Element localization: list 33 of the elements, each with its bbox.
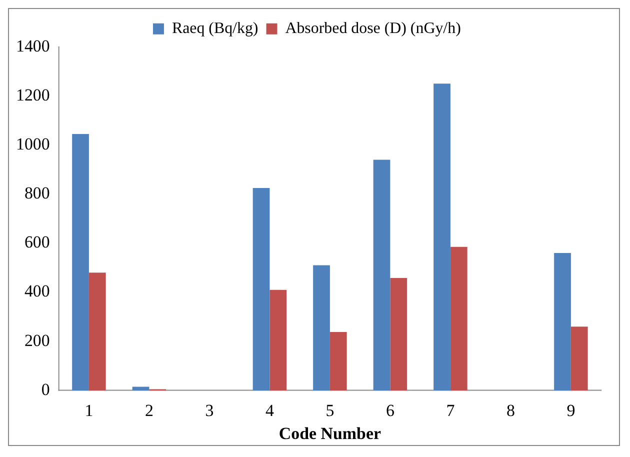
x-tick-label: 6 — [386, 401, 394, 420]
bar — [72, 134, 89, 390]
y-tick-label: 200 — [24, 330, 50, 350]
legend-label: Raeq (Bq/kg) — [172, 20, 258, 38]
y-tick-label: 1200 — [16, 85, 50, 104]
y-tick-label: 600 — [24, 232, 50, 252]
bar — [132, 386, 150, 390]
bar — [373, 160, 390, 390]
legend-label: Absorbed dose (D) (nGy/h) — [285, 20, 461, 38]
x-tick-label: 4 — [265, 401, 274, 420]
bar — [313, 265, 330, 390]
bar — [330, 332, 347, 390]
y-tick-label: 1000 — [16, 134, 50, 154]
y-tick-label: 1400 — [16, 36, 50, 56]
x-tick-label: 2 — [144, 401, 154, 420]
y-tick-label: 800 — [24, 184, 50, 203]
x-tick-label: 5 — [326, 401, 334, 420]
bar — [88, 272, 106, 390]
bar — [554, 253, 571, 390]
x-tick-label: 3 — [205, 401, 214, 420]
bar — [252, 188, 270, 390]
bar — [270, 290, 287, 390]
bar — [570, 326, 588, 390]
x-tick-label: 8 — [506, 401, 515, 420]
x-tick-label: 9 — [566, 401, 576, 420]
bar — [434, 84, 450, 390]
x-tick-label: 1 — [84, 401, 94, 420]
bar — [450, 246, 468, 390]
bar — [390, 278, 408, 390]
x-axis-title: Code Number — [278, 424, 382, 444]
y-tick-label: 0 — [41, 380, 50, 399]
x-tick-label: 7 — [446, 401, 455, 420]
y-tick-label: 400 — [24, 282, 50, 301]
